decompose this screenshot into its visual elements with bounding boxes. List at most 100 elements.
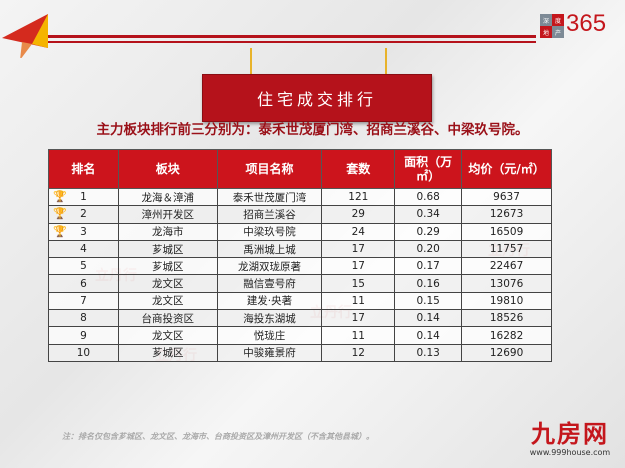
footer-logo-url: www.999house.com [529, 448, 611, 457]
cell-area: 0.68 [394, 187, 463, 207]
cell-rank: 10 [48, 343, 119, 362]
cell-district: 龙海＆漳浦 [117, 187, 218, 207]
cell-district: 龙文区 [117, 274, 218, 293]
rank-text: 6 [80, 277, 87, 290]
hanging-hook [250, 48, 254, 78]
table-header: 排名 板块 项目名称 套数 面积（万㎡） 均价（元/㎡） [48, 149, 552, 189]
district-text: 漳州开发区 [141, 208, 194, 221]
area-text: 0.29 [416, 225, 440, 238]
footer-logo-name: 九房网 [531, 420, 609, 448]
rank-text: 8 [80, 312, 87, 325]
cell-price: 18526 [461, 309, 552, 328]
project-text: 龙湖双珑原著 [237, 260, 301, 273]
table-row: 10 芗城区 中骏雍景府 12 0.13 12690 [48, 343, 552, 362]
cell-district: 龙海市 [117, 222, 218, 241]
cell-project: 中骏雍景府 [216, 343, 323, 362]
cell-price: 9637 [461, 187, 552, 207]
cell-units: 12 [321, 343, 396, 362]
cell-rank: 7 [48, 291, 119, 311]
cell-price: 19810 [461, 291, 552, 311]
project-text: 中梁玖号院 [243, 226, 296, 239]
project-text: 泰禾世茂厦门湾 [232, 191, 307, 204]
cell-price: 16509 [461, 222, 552, 241]
cell-units: 17 [321, 239, 396, 259]
cell-price: 13076 [461, 274, 552, 293]
col-project: 项目名称 [216, 149, 323, 189]
table-row: 3 🏆 龙海市 中梁玖号院 24 0.29 16509 [48, 222, 552, 241]
rank-text: 9 [80, 329, 87, 342]
cell-rank: 1 🏆 [48, 187, 119, 207]
trophy-icon: 🏆 [53, 190, 67, 203]
subtitle: 主力板块排行前三分别为：泰禾世茂厦门湾、招商兰溪谷、中梁玖号院。 [96, 122, 529, 138]
table-row: 8 台商投资区 海投东湖城 17 0.14 18526 [48, 309, 552, 328]
cell-units: 24 [321, 222, 396, 241]
cell-area: 0.16 [394, 274, 463, 293]
col-units: 套数 [321, 149, 396, 189]
table-row: 9 龙文区 悦珑庄 11 0.14 16282 [48, 326, 552, 345]
cell-project: 龙湖双珑原著 [216, 257, 323, 276]
cell-price: 12673 [461, 205, 552, 224]
district-text: 龙文区 [151, 295, 184, 308]
cell-district: 龙文区 [117, 326, 218, 345]
cell-units: 29 [321, 205, 396, 224]
units-text: 17 [351, 312, 365, 325]
area-text: 0.68 [416, 191, 440, 204]
cell-project: 悦珑庄 [216, 326, 323, 345]
trophy-icon: 🏆 [53, 207, 67, 221]
cell-area: 0.34 [394, 205, 463, 224]
brand-number: 365 [566, 10, 607, 37]
price-text: 19810 [489, 294, 524, 307]
rank-text: 5 [80, 260, 87, 273]
brand-cell: 产 [552, 26, 564, 38]
price-text: 13076 [489, 277, 524, 290]
cell-area: 0.14 [394, 326, 463, 345]
cell-units: 17 [321, 309, 396, 328]
rank-text: 3 [80, 225, 87, 238]
cell-rank: 2 🏆 [48, 205, 119, 224]
cell-price: 16282 [461, 326, 552, 345]
units-text: 29 [351, 208, 365, 221]
cell-area: 0.15 [394, 291, 463, 311]
footer-logo: 九房网 www.999house.com [515, 420, 625, 457]
cell-units: 17 [321, 257, 396, 276]
area-text: 0.20 [416, 243, 440, 256]
area-text: 0.14 [416, 329, 440, 342]
price-text: 12673 [489, 208, 524, 221]
area-text: 0.17 [416, 260, 440, 273]
district-text: 龙海＆漳浦 [141, 191, 194, 204]
cell-project: 招商兰溪谷 [216, 205, 323, 224]
col-district: 板块 [117, 149, 218, 189]
district-text: 芗城区 [151, 347, 184, 360]
price-text: 9637 [493, 191, 520, 204]
cell-project: 融信壹号府 [216, 274, 323, 293]
table-row: 6 龙文区 融信壹号府 15 0.16 13076 [48, 274, 552, 293]
cell-rank: 6 [48, 274, 119, 293]
cell-rank: 9 [48, 326, 119, 345]
brand-cell: 深 [540, 14, 552, 26]
cell-area: 0.29 [394, 222, 463, 241]
area-text: 0.13 [416, 346, 440, 359]
area-text: 0.14 [416, 312, 440, 325]
rank-text: 10 [76, 346, 91, 359]
cell-area: 0.13 [394, 343, 463, 362]
cell-rank: 8 [48, 309, 119, 328]
cell-price: 11757 [461, 239, 552, 259]
cell-units: 121 [321, 187, 396, 207]
ranking-table: 排名 板块 项目名称 套数 面积（万㎡） 均价（元/㎡） 1 🏆 龙海＆漳浦 泰禾世茂… [48, 149, 552, 362]
rank-text: 4 [80, 243, 87, 256]
cell-project: 泰禾世茂厦门湾 [216, 187, 323, 207]
units-text: 12 [351, 346, 365, 359]
project-text: 中骏雍景府 [243, 347, 296, 360]
table-row: 7 龙文区 建发·央著 11 0.15 19810 [48, 291, 552, 311]
cell-district: 芗城区 [117, 239, 218, 259]
district-text: 龙海市 [151, 226, 184, 239]
trophy-icon: 🏆 [53, 224, 67, 238]
header-rail-thin [48, 41, 536, 43]
col-rank: 排名 [48, 149, 119, 189]
units-text: 11 [351, 329, 365, 342]
brand-cell: 度 [552, 14, 564, 26]
cell-units: 15 [321, 274, 396, 293]
table-row: 1 🏆 龙海＆漳浦 泰禾世茂厦门湾 121 0.68 9637 [48, 187, 552, 207]
rank-text: 7 [80, 294, 87, 307]
cell-project: 中梁玖号院 [216, 222, 323, 241]
